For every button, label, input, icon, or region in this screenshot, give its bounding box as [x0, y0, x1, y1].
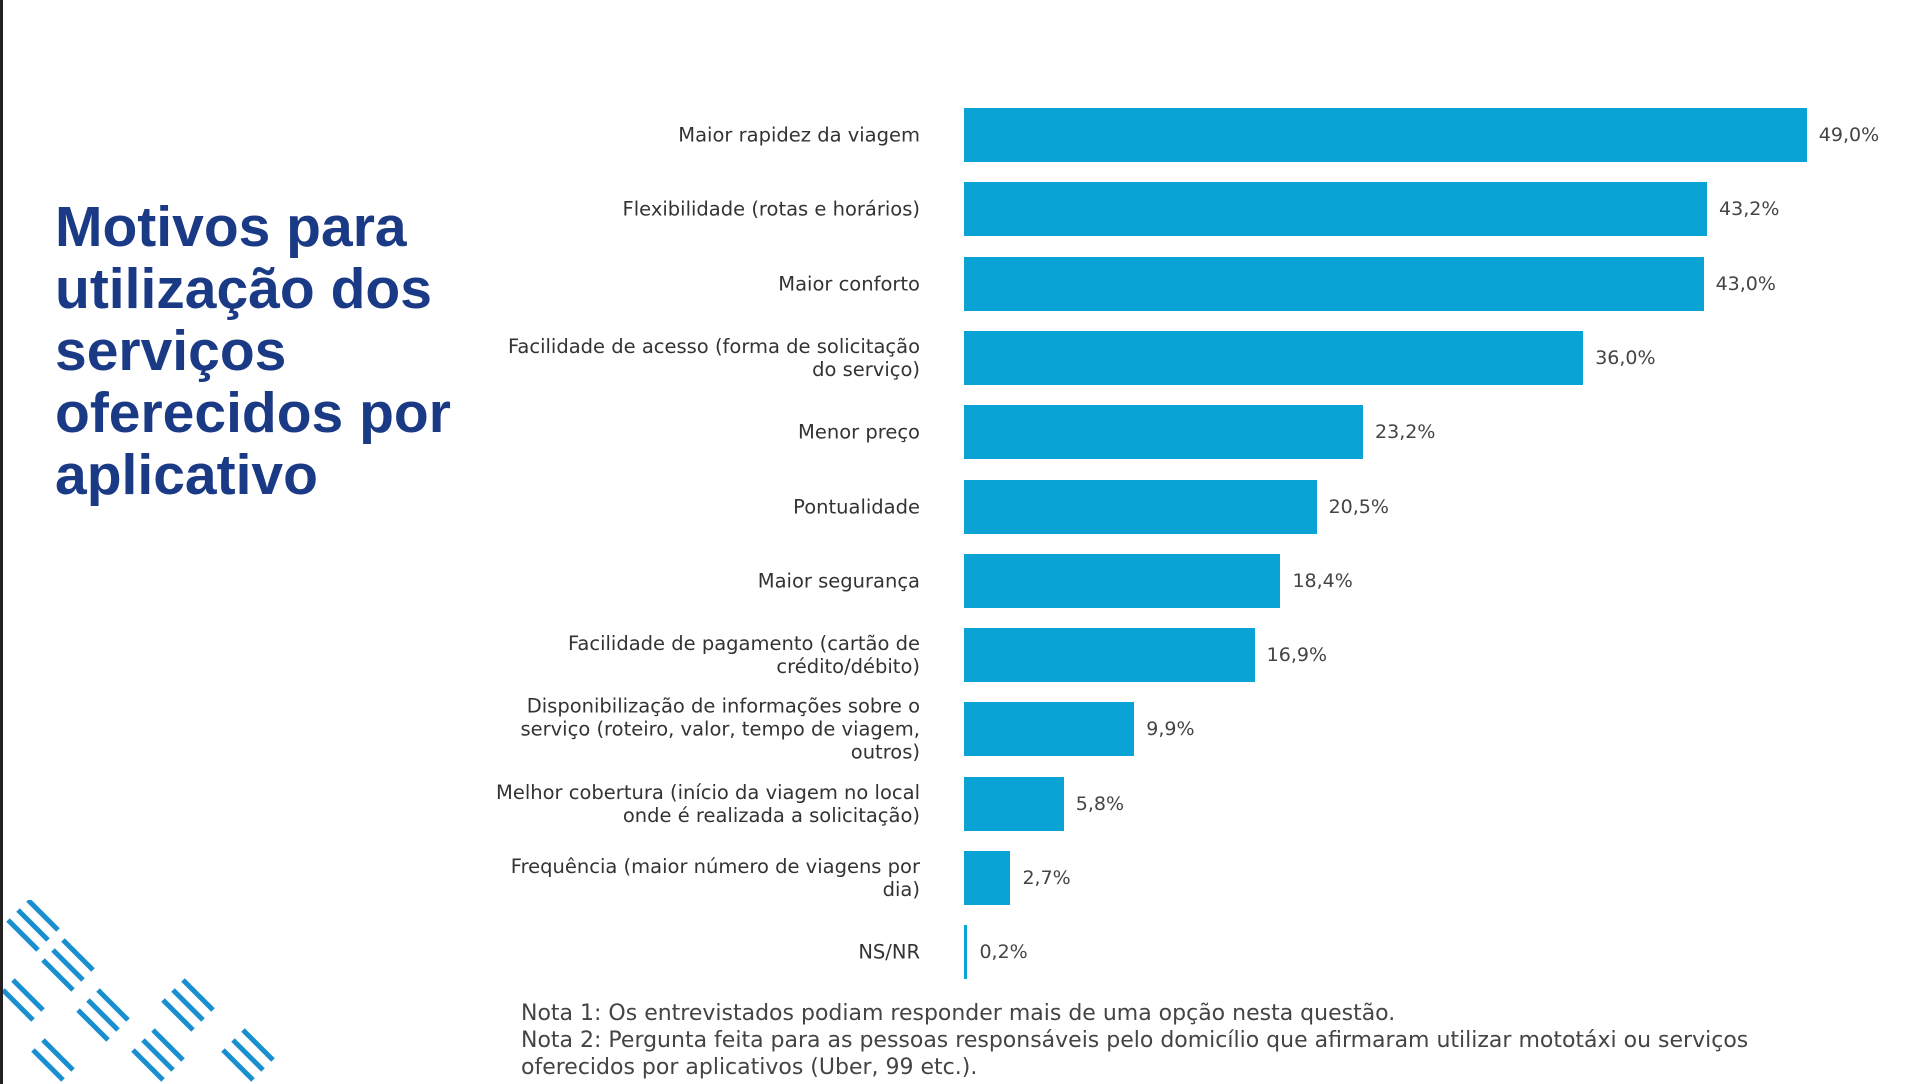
value-label: 5,8% [1075, 792, 1125, 815]
category-label: Frequência (maior número de viagens por … [510, 855, 920, 901]
bar [964, 628, 1255, 683]
value-label: 2,7% [1022, 867, 1071, 889]
category-label: NS/NR [858, 940, 920, 964]
value-label: 16,9% [1266, 644, 1328, 667]
bar [964, 553, 1281, 608]
value-label: 0,2% [979, 941, 1028, 964]
value-label: 36,0% [1595, 346, 1656, 369]
bar [964, 702, 1135, 757]
category-label: Menor preço [798, 420, 920, 444]
bar [964, 776, 1064, 831]
bar [964, 330, 1584, 385]
value-label: 20,5% [1328, 495, 1389, 518]
category-label: Maior conforto [778, 272, 920, 296]
bar [964, 182, 1708, 237]
bar [964, 479, 1317, 534]
decoration [3, 900, 275, 1082]
value-label: 43,0% [1715, 272, 1776, 295]
chart-title: Motivos para utilização dos serviços ofe… [55, 195, 451, 507]
category-label: Facilidade de acesso (forma de solicitaç… [508, 334, 920, 381]
category-label: Pontualidade [793, 495, 920, 518]
value-label: 18,4% [1292, 569, 1353, 592]
bar [964, 256, 1704, 311]
category-label: Facilidade de pagamento (cartão de crédi… [568, 632, 920, 679]
value-label: 49,0% [1818, 124, 1880, 146]
value-label: 23,2% [1375, 421, 1436, 444]
bar [964, 108, 1807, 162]
note: Nota 2: Pergunta feita para as pessoas r… [521, 1028, 1749, 1080]
value-label: 43,2% [1719, 198, 1780, 221]
note: Nota 1: Os entrevistados podiam responde… [521, 1001, 1396, 1026]
category-label: Flexibilidade (rotas e horários) [622, 197, 920, 221]
category-label: Maior rapidez da viagem [678, 123, 920, 147]
category-label: Melhor cobertura (início da viagem no lo… [496, 780, 920, 827]
category-label: Disponibilização de informações sobre o … [520, 694, 920, 764]
value-label: 9,9% [1146, 718, 1195, 741]
category-label: Maior segurança [757, 569, 920, 593]
bar [964, 405, 1364, 460]
bar [964, 851, 1011, 905]
bar [964, 925, 968, 980]
